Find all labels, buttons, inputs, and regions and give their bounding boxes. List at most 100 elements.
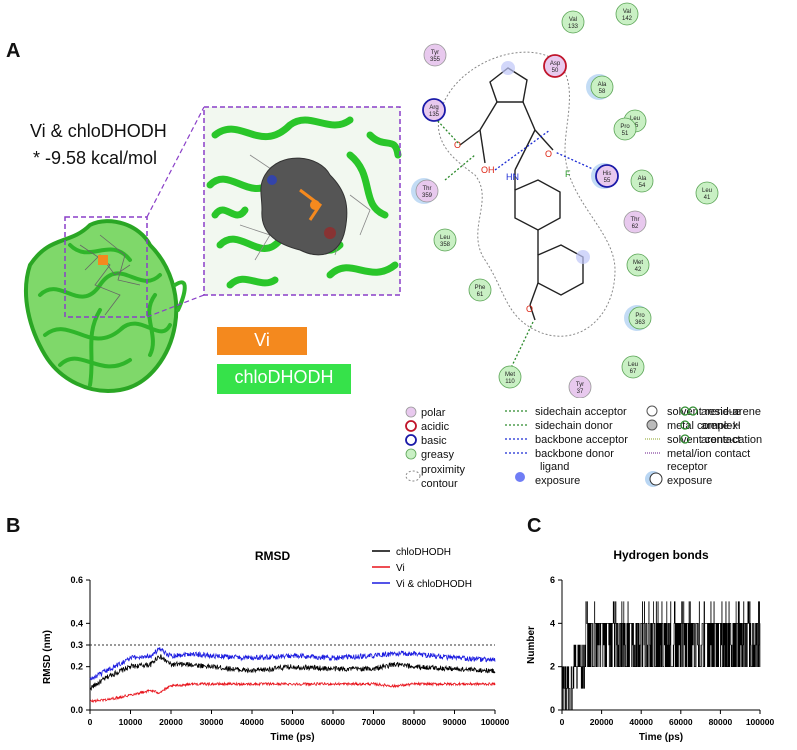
rmsd-y-tick-label: 0.4 bbox=[70, 618, 83, 628]
residue-name: Leu bbox=[630, 116, 640, 122]
legend-swatch bbox=[405, 434, 417, 446]
hbond-x-tick-label: 20000 bbox=[590, 717, 614, 727]
legend-backbone-acceptor: backbone acceptor bbox=[535, 434, 628, 446]
rmsd-x-tick-label: 60000 bbox=[321, 717, 345, 727]
hbond-y-tick-label: 2 bbox=[550, 662, 555, 672]
residue-number: 41 bbox=[704, 195, 711, 201]
residue-name: Leu bbox=[440, 235, 450, 241]
residue-number: 37 bbox=[577, 389, 584, 395]
panel-b-letter: B bbox=[6, 515, 21, 537]
proximity-contour bbox=[438, 51, 616, 337]
rmsd-y-tick-label: 0.3 bbox=[70, 640, 83, 650]
residue-name: Ala bbox=[638, 176, 647, 182]
rmsd-legend-label: Vi & chloDHODH bbox=[396, 579, 472, 590]
legend-backbone-donor: backbone donor bbox=[535, 448, 614, 460]
hydrogen-bonds-chart: Hydrogen bonds 0 2 4 6 0 20000 40000 60000 80000 1… bbox=[526, 548, 775, 743]
rmsd-series-chlodhodh bbox=[89, 654, 496, 691]
rmsd-series-vi bbox=[90, 681, 496, 703]
legend-arene-cation: arene-cation bbox=[701, 434, 762, 446]
rmsd-x-tick-label: 80000 bbox=[402, 717, 426, 727]
legend-acidic: acidic bbox=[421, 421, 450, 433]
residue-number: 62 bbox=[632, 224, 639, 230]
rmsd-x-tick-label: 100000 bbox=[481, 717, 510, 727]
panel-c-letter: C bbox=[527, 515, 542, 537]
hbond-y-tick-label: 4 bbox=[550, 618, 555, 628]
legend-receptor-exposure: exposure bbox=[667, 475, 712, 487]
vi-label-box bbox=[217, 327, 307, 355]
rmsd-x-tick-label: 10000 bbox=[119, 717, 143, 727]
rmsd-legend-label: Vi bbox=[396, 563, 405, 574]
residue-number: 67 bbox=[630, 369, 637, 375]
atom-f: F bbox=[565, 169, 571, 179]
hbond-y-tick-label: 0 bbox=[550, 705, 555, 715]
residue-number: 110 bbox=[505, 379, 515, 385]
panel-a-letter: A bbox=[6, 40, 21, 62]
rmsd-x-tick-label: 30000 bbox=[200, 717, 224, 727]
protein-ribbon-overview bbox=[23, 219, 187, 393]
residue-number: 42 bbox=[635, 267, 642, 273]
legend-receptor-exposure-swatch bbox=[649, 472, 663, 486]
rmsd-x-tick-label: 70000 bbox=[362, 717, 386, 727]
residue-name: Met bbox=[505, 372, 515, 378]
rmsd-x-tick-label: 90000 bbox=[443, 717, 467, 727]
rmsd-x-tick-label: 50000 bbox=[281, 717, 305, 727]
atom-o2: O bbox=[545, 149, 552, 159]
hbond-series-trace bbox=[562, 601, 761, 711]
residue-name: Tyr bbox=[431, 50, 439, 56]
rmsd-chart: RMSD 0.0 0.2 0.3 0.4 0.6 0 10000 20000 30000 40000… bbox=[42, 547, 510, 743]
rmsd-y-tick-label: 0.6 bbox=[70, 575, 83, 585]
legend-swatch bbox=[405, 406, 417, 418]
protein-label: chloDHODH bbox=[234, 367, 334, 387]
rmsd-x-tick-label: 0 bbox=[88, 717, 93, 727]
legend-basic: basic bbox=[421, 435, 447, 447]
residue-number: 55 bbox=[604, 178, 611, 184]
atom-o3: O bbox=[526, 304, 533, 314]
legend-proximity: proximity bbox=[421, 464, 466, 476]
vi-label: Vi bbox=[254, 330, 270, 350]
residue-name: Pro bbox=[620, 124, 630, 130]
residue-number: 51 bbox=[622, 131, 629, 137]
rmsd-x-tick-label: 20000 bbox=[159, 717, 183, 727]
legend-arene-icon bbox=[680, 420, 690, 430]
residue-name: Pro bbox=[635, 313, 645, 319]
legend-swatch bbox=[646, 419, 658, 431]
legend-exposure: exposure bbox=[535, 475, 580, 487]
hbond-x-label: Time (ps) bbox=[639, 732, 683, 743]
rmsd-x-tick-label: 40000 bbox=[240, 717, 264, 727]
residue-number: 133 bbox=[568, 24, 579, 30]
hbond-x-tick-label: 80000 bbox=[709, 717, 733, 727]
protein-structure-image bbox=[23, 106, 402, 393]
residue-name: Arg bbox=[429, 105, 438, 111]
legend-arene-arene: arene-arene bbox=[701, 406, 761, 418]
residue-number: 355 bbox=[430, 57, 441, 63]
hbond-x-tick-label: 100000 bbox=[746, 717, 775, 727]
rmsd-x-label: Time (ps) bbox=[270, 732, 314, 743]
legend-ligand: ligand bbox=[540, 461, 569, 473]
atom-oh: OH bbox=[481, 165, 495, 175]
protein-label-box bbox=[217, 364, 351, 394]
hbond-x-tick-label: 0 bbox=[560, 717, 565, 727]
residue-name: Met bbox=[633, 260, 643, 266]
legend-arene-H: arene-H bbox=[701, 420, 741, 432]
legend-swatch bbox=[646, 405, 658, 417]
residue-number: 359 bbox=[422, 193, 433, 199]
residue-name: Tyr bbox=[576, 382, 584, 388]
legend-swatch bbox=[405, 420, 417, 432]
complex-name: Vi & chloDHODH bbox=[30, 121, 167, 141]
hbond-y-label: Number bbox=[526, 626, 537, 664]
hbond-y-tick-label: 6 bbox=[550, 575, 555, 585]
rmsd-title: RMSD bbox=[255, 549, 291, 563]
rmsd-y-tick-label: 0.2 bbox=[70, 662, 83, 672]
ligand-skeleton bbox=[459, 67, 584, 321]
